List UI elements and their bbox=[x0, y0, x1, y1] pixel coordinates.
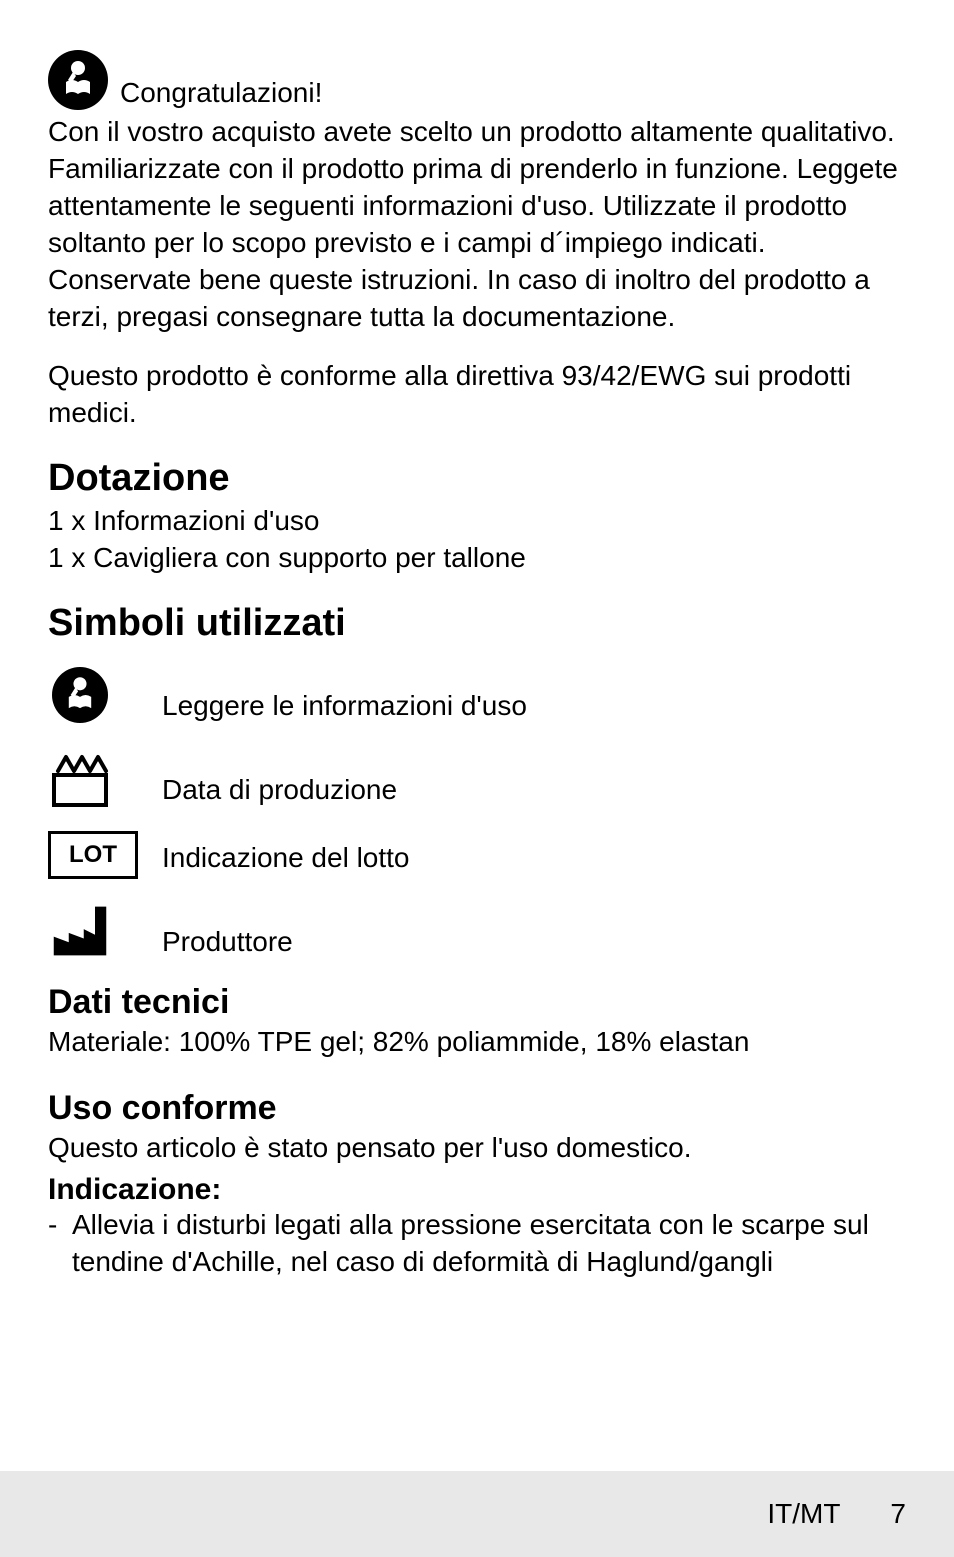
lot-icon: LOT bbox=[48, 831, 138, 879]
directive-paragraph: Questo prodotto è conforme alla direttiv… bbox=[48, 358, 906, 432]
footer-bar: IT/MT 7 bbox=[0, 1471, 954, 1557]
read-manual-icon bbox=[48, 663, 112, 727]
dotazione-item2: 1 x Cavigliera con supporto per tallone bbox=[48, 540, 906, 577]
symbol-row-manufacturer: Produttore bbox=[48, 899, 906, 963]
read-manual-icon bbox=[48, 50, 108, 110]
dotazione-heading: Dotazione bbox=[48, 456, 906, 502]
symbol-label-read: Leggere le informazioni d'uso bbox=[162, 689, 527, 727]
page-content: Congratulazioni! Con il vostro acquisto … bbox=[0, 0, 954, 1281]
uso-heading: Uso conforme bbox=[48, 1089, 906, 1128]
indicazione-heading: Indicazione: bbox=[48, 1173, 906, 1207]
uso-section: Uso conforme Questo articolo è stato pen… bbox=[48, 1089, 906, 1281]
congrats-text: Congratulazioni! bbox=[120, 76, 322, 110]
intro-paragraph: Con il vostro acquisto avete scelto un p… bbox=[48, 114, 906, 336]
simboli-section: Simboli utilizzati Leggere le informazio… bbox=[48, 601, 906, 963]
dati-text: Materiale: 100% TPE gel; 82% poliammide,… bbox=[48, 1024, 906, 1061]
bullet-dash: - bbox=[48, 1207, 72, 1281]
dotazione-item1: 1 x Informazioni d'uso bbox=[48, 503, 906, 540]
bullet-text: Allevia i disturbi legati alla pressione… bbox=[72, 1207, 906, 1281]
uso-text: Questo articolo è stato pensato per l'us… bbox=[48, 1130, 906, 1167]
symbol-row-date: Data di produzione bbox=[48, 747, 906, 811]
simboli-heading: Simboli utilizzati bbox=[48, 601, 906, 647]
dati-section: Dati tecnici Materiale: 100% TPE gel; 82… bbox=[48, 983, 906, 1061]
lot-text: LOT bbox=[69, 841, 117, 869]
manufacture-date-icon bbox=[48, 747, 112, 811]
dotazione-section: Dotazione 1 x Informazioni d'uso 1 x Cav… bbox=[48, 456, 906, 578]
symbol-label-manufacturer: Produttore bbox=[162, 925, 293, 963]
intro-row: Congratulazioni! bbox=[48, 50, 906, 110]
symbol-label-lot: Indicazione del lotto bbox=[162, 841, 410, 879]
symbol-row-read: Leggere le informazioni d'uso bbox=[48, 663, 906, 727]
manufacturer-icon bbox=[48, 899, 112, 963]
indicazione-bullet: - Allevia i disturbi legati alla pressio… bbox=[48, 1207, 906, 1281]
dati-heading: Dati tecnici bbox=[48, 983, 906, 1022]
footer-page: 7 bbox=[890, 1498, 906, 1530]
symbol-row-lot: LOT Indicazione del lotto bbox=[48, 831, 906, 879]
footer-locale: IT/MT bbox=[767, 1498, 840, 1530]
symbol-label-date: Data di produzione bbox=[162, 773, 397, 811]
